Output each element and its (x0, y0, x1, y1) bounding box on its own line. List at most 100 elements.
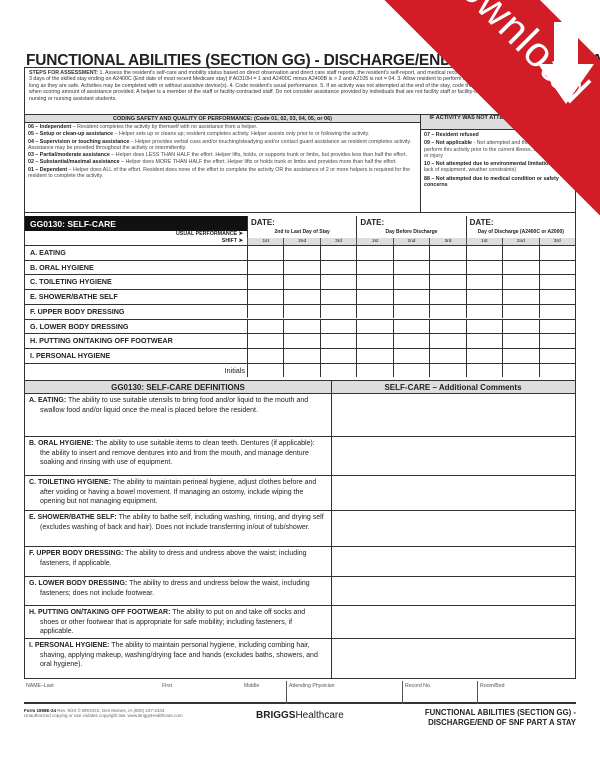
score-cell[interactable] (465, 304, 502, 319)
score-cell[interactable] (465, 260, 502, 275)
coding-item: 03 – Partial/moderate assistance – Helpe… (25, 152, 420, 158)
score-cell[interactable] (319, 290, 356, 304)
score-cell[interactable] (247, 290, 283, 304)
score-cell[interactable] (247, 275, 283, 290)
score-cell[interactable] (465, 319, 502, 334)
arrow-down-icon[interactable] (538, 22, 594, 112)
score-cell[interactable] (465, 363, 502, 378)
score-cell[interactable] (538, 304, 575, 319)
score-cell[interactable] (502, 363, 538, 378)
score-cell[interactable] (538, 260, 575, 275)
score-cell[interactable] (429, 319, 465, 334)
score-cell[interactable] (356, 246, 392, 260)
score-cell[interactable] (392, 363, 429, 378)
score-cell[interactable] (356, 319, 392, 334)
score-cell[interactable] (392, 260, 429, 275)
score-cell[interactable] (283, 319, 319, 334)
score-cell[interactable] (283, 260, 319, 275)
score-cell[interactable] (538, 290, 575, 304)
score-cell[interactable] (319, 275, 356, 290)
score-cell[interactable] (392, 319, 429, 334)
score-cell[interactable] (429, 304, 465, 319)
score-cell[interactable] (429, 363, 465, 378)
comment-field[interactable] (332, 639, 575, 679)
score-cell[interactable] (392, 246, 429, 260)
score-cell[interactable] (392, 290, 429, 304)
comment-field[interactable] (332, 511, 575, 546)
score-cell[interactable] (429, 290, 465, 304)
comment-field[interactable] (332, 547, 575, 576)
score-cell[interactable] (465, 246, 502, 260)
comment-field[interactable] (332, 577, 575, 605)
name-last-field[interactable]: NAME–Last (26, 683, 54, 689)
score-cell[interactable] (247, 319, 283, 334)
score-cell[interactable] (502, 334, 538, 348)
score-cell[interactable] (319, 363, 356, 378)
room-bed-field[interactable]: Room/Bed (480, 683, 505, 689)
score-cell[interactable] (247, 246, 283, 260)
score-cell[interactable] (356, 363, 392, 378)
score-cell[interactable] (392, 275, 429, 290)
record-number-field[interactable]: Record No. (405, 683, 432, 689)
date-field[interactable]: DATE: (360, 218, 385, 227)
score-cell[interactable] (283, 348, 319, 363)
score-cell[interactable] (465, 348, 502, 363)
score-cell[interactable] (538, 334, 575, 348)
date-field[interactable]: DATE: (251, 218, 275, 227)
score-cell[interactable] (502, 290, 538, 304)
comment-field[interactable] (332, 394, 575, 436)
score-cell[interactable] (283, 290, 319, 304)
score-cell[interactable] (502, 304, 538, 319)
score-cell[interactable] (465, 290, 502, 304)
score-cell[interactable] (283, 304, 319, 319)
score-cell[interactable] (356, 348, 392, 363)
score-cell[interactable] (247, 260, 283, 275)
score-cell[interactable] (319, 246, 356, 260)
score-cell[interactable] (538, 319, 575, 334)
middle-name-field[interactable]: Middle (244, 683, 260, 689)
score-cell[interactable] (356, 290, 392, 304)
score-cell[interactable] (319, 319, 356, 334)
comment-field[interactable] (332, 606, 575, 638)
score-cell[interactable] (319, 334, 356, 348)
score-cell[interactable] (502, 319, 538, 334)
score-cell[interactable] (247, 334, 283, 348)
score-cell[interactable] (356, 260, 392, 275)
score-cell[interactable] (465, 334, 502, 348)
first-name-field[interactable]: First (162, 683, 173, 689)
score-cell[interactable] (319, 348, 356, 363)
score-cell[interactable] (283, 246, 319, 260)
score-cell[interactable] (356, 275, 392, 290)
score-cell[interactable] (392, 348, 429, 363)
score-cell[interactable] (283, 363, 319, 378)
score-cell[interactable] (319, 304, 356, 319)
date-field[interactable]: DATE: (469, 218, 494, 227)
score-cell[interactable] (502, 260, 538, 275)
score-cell[interactable] (356, 304, 392, 319)
score-cell[interactable] (538, 348, 575, 363)
score-cell[interactable] (429, 348, 465, 363)
score-cell[interactable] (502, 348, 538, 363)
attending-physician-field[interactable]: Attending Physician (289, 683, 335, 689)
score-cell[interactable] (429, 246, 465, 260)
score-cell[interactable] (465, 275, 502, 290)
score-cell[interactable] (538, 246, 575, 260)
score-cell[interactable] (538, 275, 575, 290)
score-cell[interactable] (247, 348, 283, 363)
comment-field[interactable] (332, 437, 575, 475)
score-cell[interactable] (283, 275, 319, 290)
score-cell[interactable] (247, 363, 283, 378)
score-cell[interactable] (429, 275, 465, 290)
score-cell[interactable] (356, 334, 392, 348)
score-cell[interactable] (429, 260, 465, 275)
score-cell[interactable] (538, 363, 575, 378)
score-cell[interactable] (283, 334, 319, 348)
score-cell[interactable] (319, 260, 356, 275)
comment-field[interactable] (332, 476, 575, 510)
score-cell[interactable] (429, 334, 465, 348)
score-cell[interactable] (502, 246, 538, 260)
score-cell[interactable] (502, 275, 538, 290)
score-cell[interactable] (392, 334, 429, 348)
score-cell[interactable] (392, 304, 429, 319)
score-cell[interactable] (247, 304, 283, 319)
